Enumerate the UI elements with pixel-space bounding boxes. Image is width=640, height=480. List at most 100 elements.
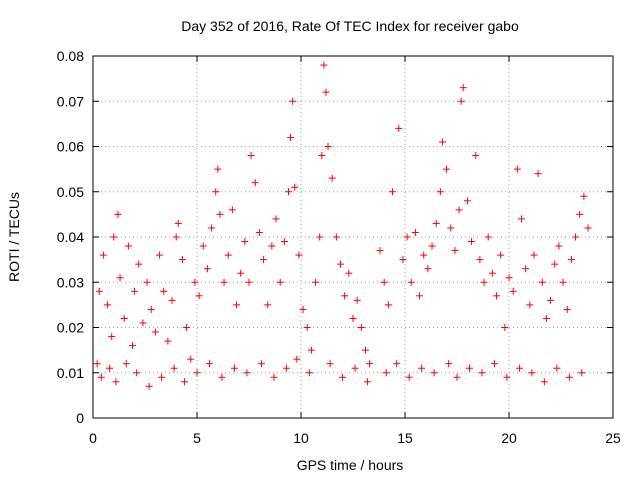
data-point <box>534 170 542 178</box>
plot-frame <box>92 55 614 419</box>
data-point <box>364 378 372 386</box>
data-point <box>108 333 116 341</box>
data-point <box>455 206 463 214</box>
data-point <box>399 256 407 264</box>
data-point <box>181 378 189 386</box>
data-point <box>480 278 488 286</box>
data-point <box>216 210 224 218</box>
axis-ticks: 0 0.01 0.02 0.03 0.04 0.05 0.06 0.07 0.08 0 5 10 15 2… <box>57 48 621 446</box>
data-point <box>116 274 124 282</box>
x-tick-label: 20 <box>501 430 517 446</box>
data-point <box>299 305 307 313</box>
data-point <box>99 251 107 259</box>
data-point <box>191 278 199 286</box>
data-point <box>172 233 180 241</box>
data-point <box>457 97 465 105</box>
data-point <box>517 215 525 223</box>
data-point <box>453 373 461 381</box>
data-point <box>233 301 241 309</box>
data-point <box>220 278 228 286</box>
x-tick-label: 15 <box>397 430 413 446</box>
data-point <box>156 251 164 259</box>
y-tick-label: 0.02 <box>57 320 84 336</box>
data-point <box>255 228 263 236</box>
data-point <box>565 373 573 381</box>
data-point <box>241 238 249 246</box>
data-point <box>303 324 311 331</box>
data-point <box>572 233 580 241</box>
data-point <box>145 382 153 390</box>
data-point <box>349 314 357 322</box>
data-point <box>555 242 563 250</box>
data-point <box>131 287 139 295</box>
data-point <box>114 210 122 218</box>
data-point <box>393 360 401 368</box>
data-point <box>214 165 222 173</box>
data-point <box>428 242 436 250</box>
data-point <box>293 355 301 363</box>
y-tick-label: 0.06 <box>57 139 84 155</box>
grid-lines <box>93 56 613 418</box>
data-point <box>405 373 413 381</box>
data-point <box>247 152 255 160</box>
data-point <box>339 373 347 381</box>
data-point <box>218 373 226 381</box>
data-point <box>291 183 299 191</box>
data-point <box>472 152 480 160</box>
data-point <box>513 165 521 173</box>
data-point <box>230 364 238 372</box>
data-point <box>488 269 496 277</box>
data-point <box>332 233 340 241</box>
data-point <box>193 369 201 377</box>
data-point <box>376 247 384 255</box>
data-point <box>326 360 334 368</box>
data-point <box>447 224 455 232</box>
data-point <box>129 342 137 350</box>
y-tick-label: 0.05 <box>57 184 84 200</box>
data-point <box>93 360 101 368</box>
data-point <box>95 287 103 295</box>
data-point <box>212 188 220 196</box>
data-point <box>243 369 251 377</box>
data-point <box>411 228 419 236</box>
data-point <box>432 219 440 227</box>
data-point <box>353 296 361 304</box>
data-point <box>285 188 293 196</box>
y-axis-label: ROTI / TECUs <box>6 192 22 282</box>
data-point <box>124 242 132 250</box>
data-point <box>366 360 374 368</box>
data-point <box>110 233 118 241</box>
data-point <box>395 124 403 132</box>
data-point <box>199 242 207 250</box>
data-point <box>530 251 538 259</box>
data-point <box>551 260 559 268</box>
data-point <box>280 238 288 246</box>
data-point <box>578 369 586 377</box>
data-point <box>139 319 147 327</box>
data-point <box>357 324 365 331</box>
data-point <box>289 97 297 105</box>
data-point <box>268 242 276 250</box>
data-point <box>174 219 182 227</box>
data-point <box>463 197 471 205</box>
data-point <box>312 278 320 286</box>
data-point <box>307 346 315 354</box>
data-point <box>465 364 473 372</box>
data-point <box>237 269 245 277</box>
data-point <box>276 278 284 286</box>
data-point <box>170 364 178 372</box>
data-point <box>538 278 546 286</box>
data-point <box>443 165 451 173</box>
y-tick-label: 0.03 <box>57 274 84 290</box>
x-tick-label: 0 <box>89 430 97 446</box>
data-point <box>257 360 265 368</box>
data-point <box>316 233 324 241</box>
data-point <box>183 324 191 331</box>
data-point <box>476 256 484 264</box>
data-point <box>505 274 513 282</box>
data-point <box>322 88 330 96</box>
y-tick-label: 0 <box>76 410 84 426</box>
data-point <box>282 364 290 372</box>
data-point <box>228 206 236 214</box>
data-point <box>120 314 128 322</box>
